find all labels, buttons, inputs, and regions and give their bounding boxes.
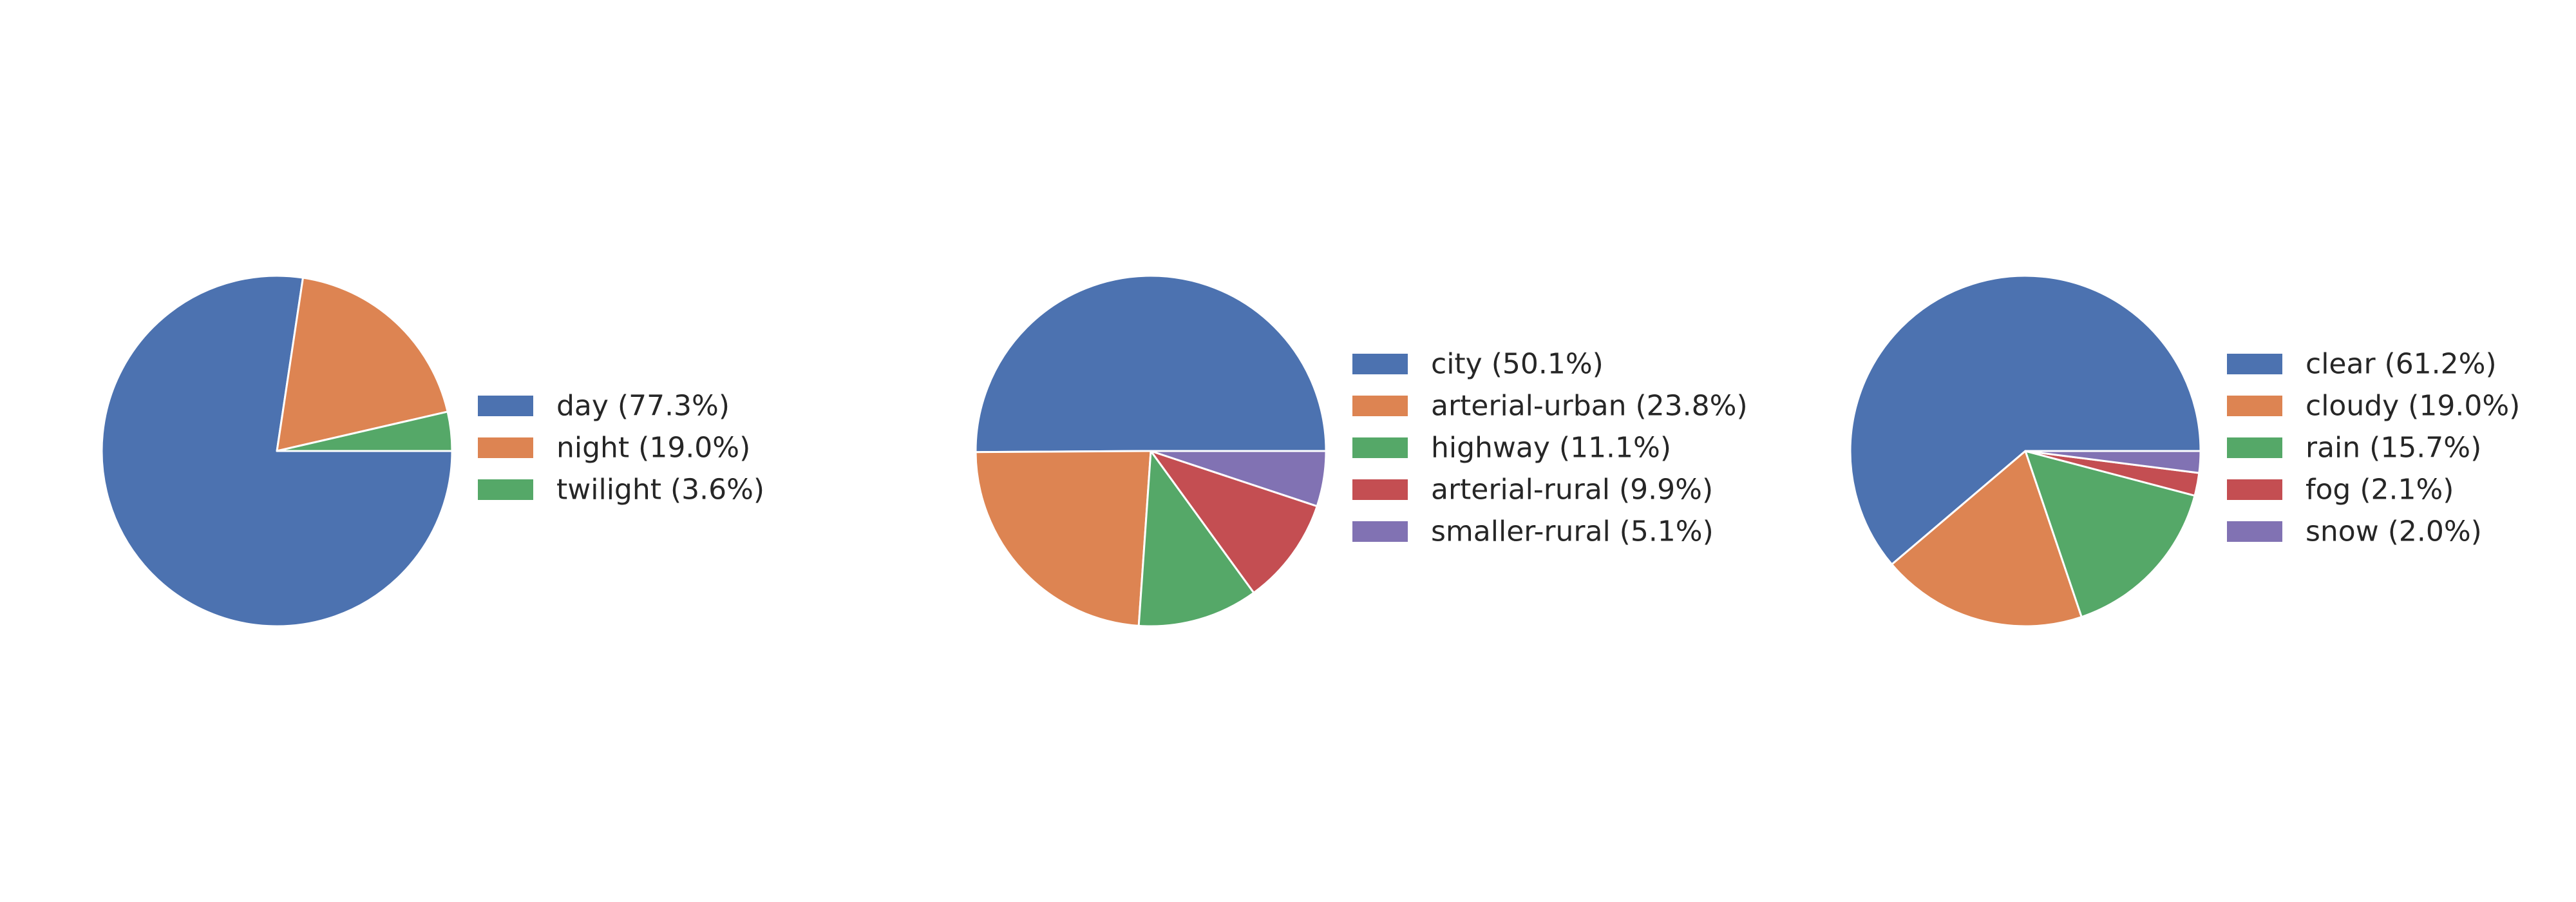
legend-label-2: cloudy (19.0%) [2306,390,2520,423]
pie-slice-1 [974,274,1327,454]
legend-2: city (50.1%) arterial-urban (23.8%) highwa… [1352,348,1748,548]
legend-swatch-3 [478,479,533,500]
legend-swatch-4 [1352,479,1408,500]
legend-swatch-3 [2227,437,2282,458]
pie-chart-2: city (50.1%) arterial-urban (23.8%) highwa… [974,274,1748,628]
pie-slice-1 [1849,274,2202,566]
legend-label-3: highway (11.1%) [1431,432,1671,465]
pie-slice-2 [1891,450,2083,628]
pie-slice-3 [276,410,453,452]
legend-1: day (77.3%) night (19.0%) twilight (3.6%) [478,390,764,506]
pie-slice-2 [974,450,1152,627]
legend-swatch-1 [2227,354,2282,374]
legend-label-1: day (77.3%) [556,390,730,423]
pie-slice-1 [100,274,453,628]
legend-label-2: arterial-urban (23.8%) [1431,390,1748,423]
pie-slice-2 [276,276,449,452]
legend-swatch-4 [2227,479,2282,500]
legend-swatch-2 [478,437,533,458]
legend-label-3: twilight (3.6%) [556,474,764,506]
pie-slice-3 [1137,450,1255,628]
legend-label-5: smaller-rural (5.1%) [1431,515,1714,548]
legend-label-3: rain (15.7%) [2306,432,2481,465]
legend-swatch-1 [1352,354,1408,374]
legend-label-2: night (19.0%) [556,432,750,465]
legend-swatch-2 [1352,396,1408,416]
pie-slice-5 [1150,450,1327,508]
legend-label-1: city (50.1%) [1431,348,1604,381]
pie-slice-4 [1150,450,1318,594]
legend-swatch-5 [1352,521,1408,542]
legend-label-4: arterial-rural (9.9%) [1431,474,1713,506]
legend-swatch-2 [2227,396,2282,416]
pie-slice-3 [2024,450,2196,619]
legend-label-4: fog (2.1%) [2306,474,2454,506]
legend-swatch-3 [1352,437,1408,458]
legend-label-5: snow (2.0%) [2306,515,2482,548]
legend-swatch-1 [478,396,533,416]
legend-3: clear (61.2%) cloudy (19.0%) rain (15.7%) f… [2227,348,2520,548]
pie-slice-5 [2024,450,2202,474]
pie-chart-3: clear (61.2%) cloudy (19.0%) rain (15.7%) f… [1849,274,2520,628]
pie-chart-1: day (77.3%) night (19.0%) twilight (3.6%) [100,274,764,628]
legend-swatch-5 [2227,521,2282,542]
legend-label-1: clear (61.2%) [2306,348,2497,381]
